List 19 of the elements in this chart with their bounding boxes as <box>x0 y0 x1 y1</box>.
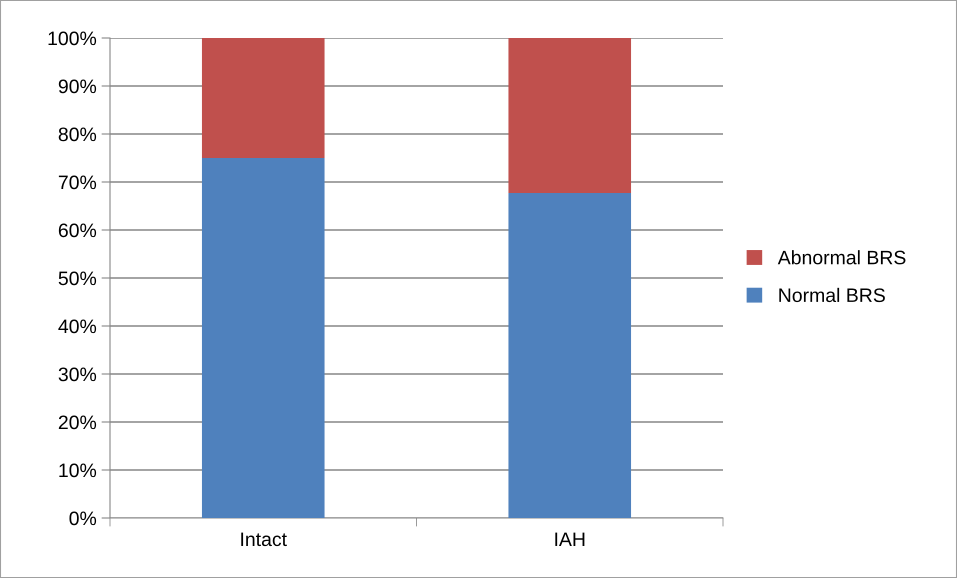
y-tick-label: 10% <box>59 463 96 478</box>
bar <box>202 38 325 158</box>
x-tick-label: IAH <box>555 532 584 546</box>
bar <box>202 158 325 518</box>
y-tick-label: 20% <box>58 415 96 430</box>
legend-label: Abnormal BRS <box>778 250 906 264</box>
bar <box>508 193 632 518</box>
y-tick-label: 30% <box>58 367 96 382</box>
y-tick-label: 60% <box>58 223 96 238</box>
x-tick-label: Intact <box>241 532 287 546</box>
legend-label: Normal BRS <box>779 288 885 302</box>
y-tick-label: 70% <box>58 175 96 190</box>
y-tick-label: 0% <box>69 511 96 526</box>
y-tick-label: 90% <box>58 79 96 94</box>
y-tick-label: 40% <box>58 319 96 334</box>
y-tick-label: 50% <box>58 271 96 286</box>
y-tick-label: 80% <box>58 127 96 142</box>
bar <box>508 38 632 194</box>
y-tick-label: 100% <box>48 31 96 46</box>
